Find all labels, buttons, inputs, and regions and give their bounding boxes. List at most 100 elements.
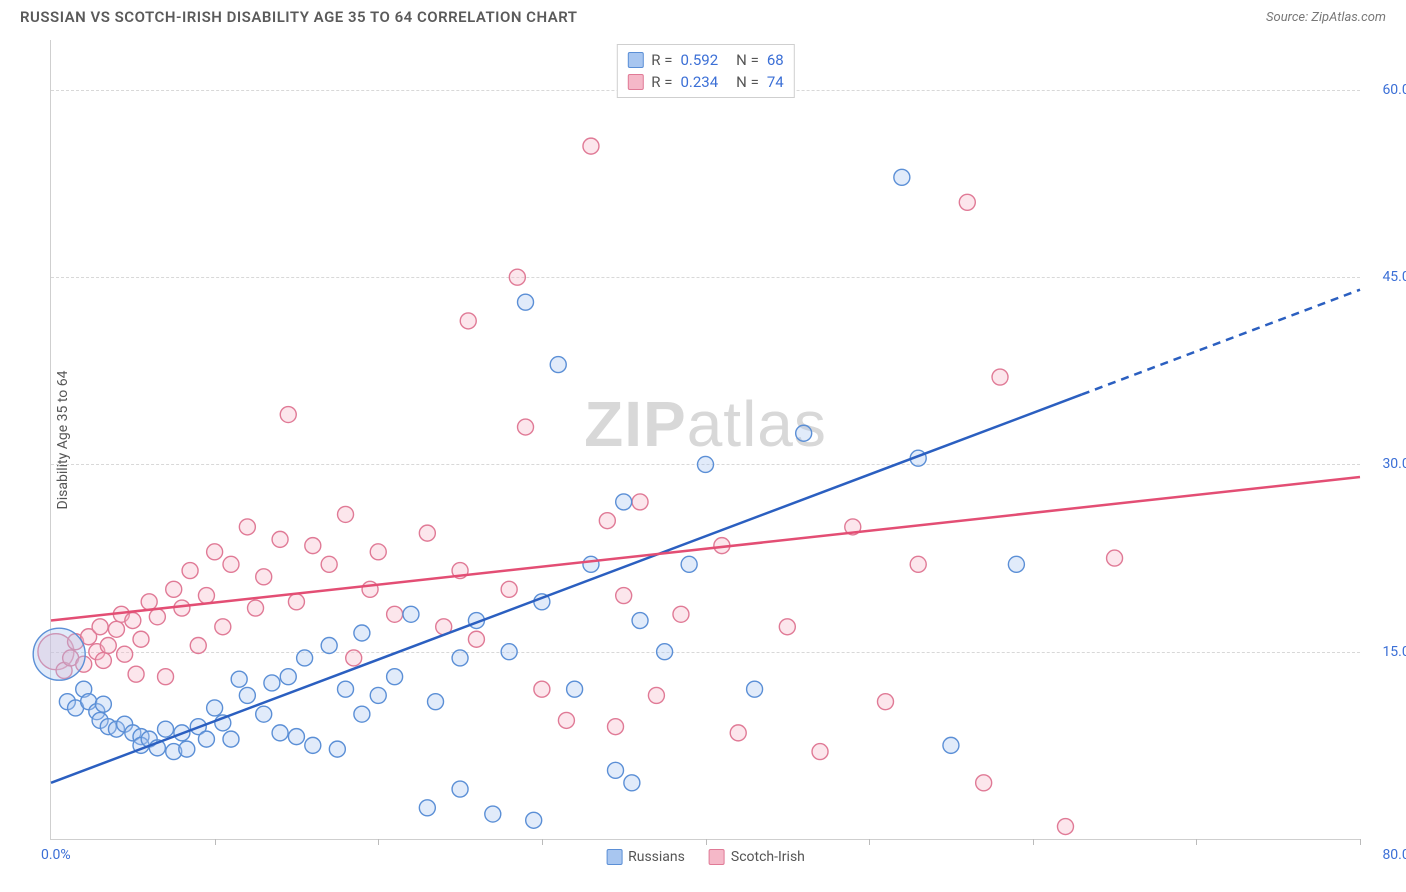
data-point — [297, 650, 313, 666]
data-point — [141, 594, 157, 610]
data-point — [215, 619, 231, 635]
data-point — [468, 631, 484, 647]
data-point — [149, 609, 165, 625]
data-point — [288, 729, 304, 745]
data-point — [264, 675, 280, 691]
data-point — [558, 712, 574, 728]
data-point — [158, 669, 174, 685]
data-point — [95, 652, 111, 668]
x-tick — [215, 839, 216, 845]
data-point — [730, 725, 746, 741]
y-tick-label: 15.0% — [1365, 644, 1406, 660]
legend-item: Scotch-Irish — [709, 849, 805, 865]
data-point — [100, 637, 116, 653]
chart-plot-area: Disability Age 35 to 64 15.0%30.0%45.0%6… — [50, 40, 1360, 840]
data-point — [288, 594, 304, 610]
data-point — [354, 706, 370, 722]
y-tick-label: 45.0% — [1365, 269, 1406, 285]
data-point — [526, 812, 542, 828]
data-point — [992, 369, 1008, 385]
data-point — [681, 556, 697, 572]
y-tick-label: 60.0% — [1365, 82, 1406, 98]
data-point — [403, 606, 419, 622]
data-point — [583, 556, 599, 572]
data-point — [509, 269, 525, 285]
data-point — [387, 606, 403, 622]
data-point — [877, 694, 893, 710]
source-attribution: Source: ZipAtlas.com — [1266, 10, 1386, 25]
data-point — [534, 681, 550, 697]
data-point — [632, 494, 648, 510]
data-point — [976, 775, 992, 791]
data-point — [485, 806, 501, 822]
data-point — [387, 669, 403, 685]
data-point — [133, 631, 149, 647]
data-point — [894, 169, 910, 185]
legend-label: Russians — [628, 849, 685, 865]
data-point — [419, 800, 435, 816]
data-point — [158, 721, 174, 737]
data-point — [518, 294, 534, 310]
data-point — [1107, 550, 1123, 566]
series-swatch — [627, 74, 643, 90]
stat-r-value: 0.234 — [680, 73, 718, 91]
data-point — [174, 600, 190, 616]
series-legend: Russians Scotch-Irish — [606, 849, 805, 865]
data-point — [779, 619, 795, 635]
data-point — [501, 581, 517, 597]
data-point — [280, 669, 296, 685]
data-point — [608, 762, 624, 778]
data-point — [239, 687, 255, 703]
data-point — [33, 628, 85, 680]
data-point — [648, 687, 664, 703]
data-point — [338, 506, 354, 522]
data-point — [190, 637, 206, 653]
legend-swatch — [606, 849, 622, 865]
data-point — [1008, 556, 1024, 572]
data-point — [959, 194, 975, 210]
stat-n-value: 68 — [767, 51, 784, 69]
data-point — [223, 731, 239, 747]
data-point — [616, 494, 632, 510]
stat-r-label: R = — [651, 51, 672, 69]
data-point — [370, 544, 386, 560]
data-point — [428, 694, 444, 710]
stat-n-value: 74 — [767, 73, 784, 91]
stat-r-value: 0.592 — [680, 51, 718, 69]
data-point — [943, 737, 959, 753]
data-point — [608, 719, 624, 735]
data-point — [329, 741, 345, 757]
data-point — [583, 138, 599, 154]
data-point — [632, 613, 648, 629]
trend-line-dashed — [1082, 290, 1360, 395]
data-point — [1057, 819, 1073, 835]
data-point — [419, 525, 435, 541]
data-point — [452, 781, 468, 797]
data-point — [128, 666, 144, 682]
data-point — [305, 737, 321, 753]
data-point — [673, 606, 689, 622]
data-point — [616, 588, 632, 604]
x-axis-min-label: 0.0% — [41, 847, 71, 863]
x-tick — [869, 839, 870, 845]
data-point — [92, 619, 108, 635]
data-point — [550, 357, 566, 373]
data-point — [125, 613, 141, 629]
data-point — [501, 644, 517, 660]
data-point — [117, 646, 133, 662]
x-tick — [378, 839, 379, 845]
data-point — [95, 696, 111, 712]
y-tick-label: 30.0% — [1365, 456, 1406, 472]
data-point — [280, 407, 296, 423]
data-point — [198, 588, 214, 604]
data-point — [354, 625, 370, 641]
data-point — [460, 313, 476, 329]
trend-line — [51, 477, 1360, 621]
data-point — [567, 681, 583, 697]
data-point — [370, 687, 386, 703]
data-point — [272, 725, 288, 741]
legend-label: Scotch-Irish — [731, 849, 805, 865]
data-point — [305, 538, 321, 554]
data-point — [108, 621, 124, 637]
data-point — [256, 569, 272, 585]
